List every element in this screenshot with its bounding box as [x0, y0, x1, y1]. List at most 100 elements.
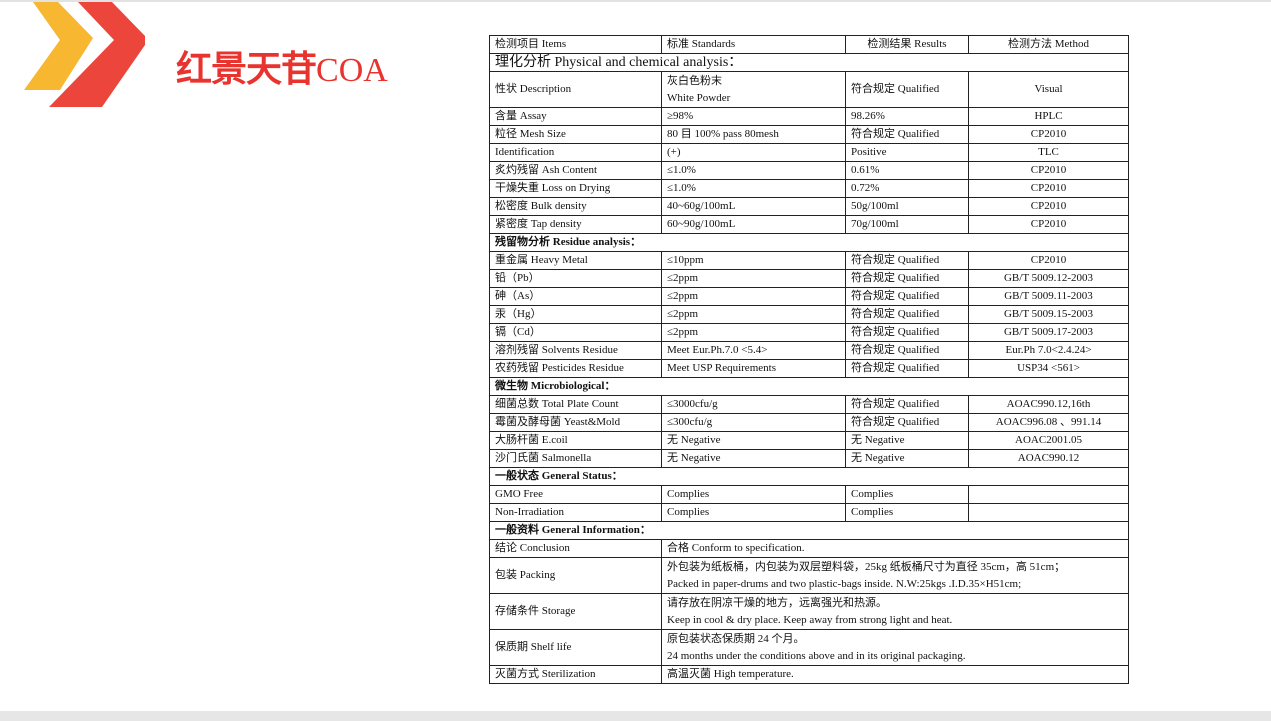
item-cell: 铅（Pb） [489, 269, 662, 288]
result-cell: 0.72% [845, 179, 969, 198]
method-cell: CP2010 [968, 179, 1129, 198]
table-header-row: 检测项目 Items 标准 Standards 检测结果 Results 检测方… [489, 35, 1129, 54]
table-row: 大肠杆菌 E.coil 无 Negative 无 Negative AOAC2001.… [489, 431, 1129, 450]
standard-cell: ≥98% [661, 107, 846, 126]
standard-cell: Meet USP Requirements [661, 359, 846, 378]
info-line: 合格 Conform to specification. [667, 542, 805, 554]
item-cell: 炙灼残留 Ash Content [489, 161, 662, 180]
red-chevron [49, 2, 145, 107]
method-cell: CP2010 [968, 215, 1129, 234]
method-cell: TLC [968, 143, 1129, 162]
item-cell: GMO Free [489, 485, 662, 504]
result-cell: 70g/100ml [845, 215, 969, 234]
table-row: 紧密度 Tap density 60~90g/100mL 70g/100ml CP20… [489, 215, 1129, 234]
title-suffix: COA [316, 52, 388, 89]
info-row: 保质期 Shelf life 原包装状态保质期 24 个月。 24 months u… [489, 629, 1129, 666]
info-value: 请存放在阴凉干燥的地方，远离强光和热源。 Keep in cool & dry p… [661, 593, 1129, 630]
section-heading: 理化分析 Physical and chemical analysis： [489, 53, 1129, 72]
item-cell: 砷（As） [489, 287, 662, 306]
header-standards: 标准 Standards [661, 35, 846, 54]
info-row: 灭菌方式 Sterilization 高温灭菌 High temperature. [489, 665, 1129, 684]
info-value: 合格 Conform to specification. [661, 539, 1129, 558]
standard-cell: (+) [661, 143, 846, 162]
method-cell: HPLC [968, 107, 1129, 126]
table-row: 汞（Hg） ≤2ppm 符合规定 Qualified GB/T 5009.15-200… [489, 305, 1129, 324]
bottom-border [0, 711, 1271, 721]
item-cell: 细菌总数 Total Plate Count [489, 395, 662, 414]
table-row: 干燥失重 Loss on Drying ≤1.0% 0.72% CP2010 [489, 179, 1129, 198]
table-row: GMO Free Complies Complies [489, 485, 1129, 504]
standard-cell: Meet Eur.Ph.7.0 <5.4> [661, 341, 846, 360]
table-row: 沙门氏菌 Salmonella 无 Negative 无 Negative AOAC9… [489, 449, 1129, 468]
method-cell: Visual [968, 71, 1129, 108]
table-row: 农药残留 Pesticides Residue Meet USP Requirem… [489, 359, 1129, 378]
method-cell: Eur.Ph 7.0<2.4.24> [968, 341, 1129, 360]
item-cell: 霉菌及酵母菌 Yeast&Mold [489, 413, 662, 432]
method-cell: CP2010 [968, 251, 1129, 270]
standard-cell: ≤1.0% [661, 179, 846, 198]
item-cell: 性状 Description [489, 71, 662, 108]
section-heading-row: 理化分析 Physical and chemical analysis： [489, 53, 1129, 72]
section-heading-row: 一般状态 General Status： [489, 467, 1129, 486]
item-cell: 大肠杆菌 E.coil [489, 431, 662, 450]
result-cell: 98.26% [845, 107, 969, 126]
standard-cell: ≤300cfu/g [661, 413, 846, 432]
item-cell: 汞（Hg） [489, 305, 662, 324]
standard-cell: ≤1.0% [661, 161, 846, 180]
item-cell: 重金属 Heavy Metal [489, 251, 662, 270]
result-cell: Complies [845, 485, 969, 504]
result-cell: 0.61% [845, 161, 969, 180]
table-row: Non-Irradiation Complies Complies [489, 503, 1129, 522]
info-line: 请存放在阴凉干燥的地方，远离强光和热源。 [667, 596, 887, 609]
cell-line: White Powder [667, 91, 731, 104]
item-cell: 干燥失重 Loss on Drying [489, 179, 662, 198]
table-row: 溶剂残留 Solvents Residue Meet Eur.Ph.7.0 <5.… [489, 341, 1129, 360]
method-cell: AOAC990.12 [968, 449, 1129, 468]
result-cell: 符合规定 Qualified [845, 323, 969, 342]
result-cell: 符合规定 Qualified [845, 125, 969, 144]
result-cell: 50g/100ml [845, 197, 969, 216]
method-cell: CP2010 [968, 125, 1129, 144]
info-line: 原包装状态保质期 24 个月。 [667, 632, 805, 645]
header-method: 检测方法 Method [968, 35, 1129, 54]
section-heading-row: 一般资料 General Information： [489, 521, 1129, 540]
result-cell: 符合规定 Qualified [845, 287, 969, 306]
result-cell: 符合规定 Qualified [845, 251, 969, 270]
item-cell: 松密度 Bulk density [489, 197, 662, 216]
result-cell: Positive [845, 143, 969, 162]
result-cell: 符合规定 Qualified [845, 341, 969, 360]
table-row: 镉（Cd） ≤2ppm 符合规定 Qualified GB/T 5009.17-200… [489, 323, 1129, 342]
cell-line: 灰白色粉末 [667, 74, 722, 87]
info-item: 保质期 Shelf life [489, 629, 662, 666]
section-heading: 一般资料 General Information： [489, 521, 1129, 540]
method-cell: GB/T 5009.15-2003 [968, 305, 1129, 324]
item-cell: Identification [489, 143, 662, 162]
info-line: Keep in cool & dry place. Keep away from… [667, 613, 953, 626]
result-cell: 无 Negative [845, 449, 969, 468]
table-row: 炙灼残留 Ash Content ≤1.0% 0.61% CP2010 [489, 161, 1129, 180]
header-results: 检测结果 Results [845, 35, 969, 54]
info-line: 24 months under the conditions above and… [667, 649, 966, 662]
table-row: 松密度 Bulk density 40~60g/100mL 50g/100ml CP2… [489, 197, 1129, 216]
info-row: 结论 Conclusion 合格 Conform to specification… [489, 539, 1129, 558]
standard-cell: 无 Negative [661, 449, 846, 468]
title-cn: 红景天苷 [176, 49, 317, 90]
result-cell: 无 Negative [845, 431, 969, 450]
info-item: 包装 Packing [489, 557, 662, 594]
item-cell: 沙门氏菌 Salmonella [489, 449, 662, 468]
standard-cell: Complies [661, 485, 846, 504]
section-heading-row: 微生物 Microbiological： [489, 377, 1129, 396]
result-cell: 符合规定 Qualified [845, 305, 969, 324]
method-cell: AOAC996.08 、991.14 [968, 413, 1129, 432]
table-row: 细菌总数 Total Plate Count ≤3000cfu/g 符合规定 Qua… [489, 395, 1129, 414]
item-cell: 镉（Cd） [489, 323, 662, 342]
table-row: Identification (+) Positive TLC [489, 143, 1129, 162]
standard-cell: 60~90g/100mL [661, 215, 846, 234]
table-row: 铅（Pb） ≤2ppm 符合规定 Qualified GB/T 5009.12-200… [489, 269, 1129, 288]
yellow-chevron [24, 2, 93, 90]
item-cell: 含量 Assay [489, 107, 662, 126]
standard-cell: ≤2ppm [661, 305, 846, 324]
item-cell: 粒径 Mesh Size [489, 125, 662, 144]
result-cell: 符合规定 Qualified [845, 413, 969, 432]
table-row: 霉菌及酵母菌 Yeast&Mold ≤300cfu/g 符合规定 Qualified… [489, 413, 1129, 432]
